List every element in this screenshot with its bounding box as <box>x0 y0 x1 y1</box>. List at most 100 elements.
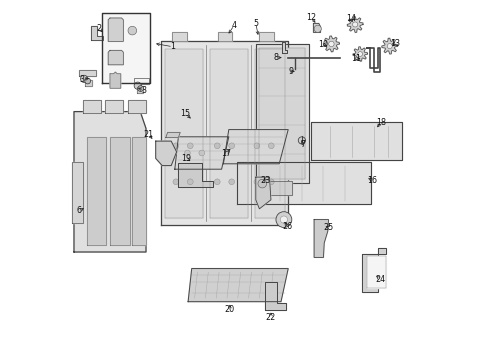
Polygon shape <box>368 256 386 288</box>
Polygon shape <box>314 23 320 32</box>
Polygon shape <box>282 42 288 53</box>
Polygon shape <box>353 47 368 61</box>
Circle shape <box>128 26 137 35</box>
Polygon shape <box>108 50 123 65</box>
Text: 17: 17 <box>221 149 231 158</box>
Polygon shape <box>87 137 106 245</box>
Circle shape <box>199 150 205 156</box>
Polygon shape <box>134 78 149 84</box>
Text: 12: 12 <box>307 13 317 22</box>
Polygon shape <box>347 17 363 32</box>
Polygon shape <box>83 100 101 113</box>
Text: 7: 7 <box>300 140 305 149</box>
Circle shape <box>229 179 235 185</box>
Polygon shape <box>165 49 203 218</box>
Polygon shape <box>156 141 176 166</box>
Polygon shape <box>323 36 339 52</box>
Polygon shape <box>255 49 285 218</box>
Polygon shape <box>74 112 146 252</box>
Circle shape <box>387 44 392 49</box>
Polygon shape <box>259 32 274 41</box>
Circle shape <box>138 86 144 91</box>
Polygon shape <box>72 162 83 223</box>
Polygon shape <box>263 181 292 195</box>
Polygon shape <box>127 100 146 113</box>
Text: 10: 10 <box>318 40 328 49</box>
Text: 19: 19 <box>181 154 192 163</box>
Polygon shape <box>210 49 248 218</box>
Text: 1: 1 <box>171 42 175 51</box>
Circle shape <box>185 150 190 156</box>
Polygon shape <box>265 282 286 310</box>
Polygon shape <box>110 72 121 88</box>
Polygon shape <box>105 100 123 113</box>
Polygon shape <box>162 41 288 225</box>
Circle shape <box>187 143 193 149</box>
Text: 14: 14 <box>346 14 356 23</box>
Circle shape <box>353 22 358 27</box>
Circle shape <box>298 137 305 144</box>
Polygon shape <box>172 32 187 41</box>
Polygon shape <box>256 44 309 183</box>
Circle shape <box>85 78 91 84</box>
Text: 16: 16 <box>367 176 377 185</box>
Circle shape <box>276 212 292 228</box>
Text: 3: 3 <box>80 75 85 84</box>
Text: 4: 4 <box>232 21 237 30</box>
Polygon shape <box>79 70 96 76</box>
Polygon shape <box>91 26 103 40</box>
Polygon shape <box>314 220 328 257</box>
Text: 23: 23 <box>261 176 271 185</box>
Polygon shape <box>188 269 288 302</box>
Circle shape <box>269 179 274 185</box>
Circle shape <box>358 52 363 57</box>
Text: 18: 18 <box>376 118 386 127</box>
Text: 3: 3 <box>142 86 147 95</box>
Text: 21: 21 <box>144 130 153 139</box>
Polygon shape <box>382 38 398 54</box>
Circle shape <box>80 75 88 82</box>
Circle shape <box>254 143 260 149</box>
Text: 24: 24 <box>375 275 385 284</box>
Polygon shape <box>259 48 305 179</box>
Polygon shape <box>132 137 146 245</box>
Text: 6: 6 <box>77 206 82 215</box>
Circle shape <box>187 179 193 185</box>
Circle shape <box>258 179 267 188</box>
Circle shape <box>329 41 334 47</box>
Polygon shape <box>110 137 130 245</box>
Text: 11: 11 <box>352 54 362 63</box>
Circle shape <box>173 179 179 185</box>
Text: 22: 22 <box>266 313 276 322</box>
Text: 26: 26 <box>282 222 293 231</box>
Circle shape <box>215 179 220 185</box>
Polygon shape <box>175 137 229 169</box>
Polygon shape <box>311 122 402 160</box>
Text: 9: 9 <box>289 67 294 76</box>
Circle shape <box>280 216 288 223</box>
Polygon shape <box>218 32 232 41</box>
Text: 8: 8 <box>274 53 279 62</box>
Polygon shape <box>362 248 386 292</box>
Text: 5: 5 <box>253 19 258 28</box>
Circle shape <box>173 143 179 149</box>
Circle shape <box>269 143 274 149</box>
Polygon shape <box>108 18 123 41</box>
Text: 20: 20 <box>225 305 235 314</box>
Polygon shape <box>85 80 92 86</box>
Polygon shape <box>178 163 213 187</box>
Polygon shape <box>223 130 288 164</box>
Circle shape <box>229 143 235 149</box>
Circle shape <box>254 179 260 185</box>
Polygon shape <box>137 87 144 93</box>
Text: 2: 2 <box>97 24 102 33</box>
Polygon shape <box>237 162 371 204</box>
Polygon shape <box>102 13 150 83</box>
Text: 15: 15 <box>180 109 191 118</box>
Text: 25: 25 <box>323 223 334 232</box>
Circle shape <box>134 82 141 89</box>
Circle shape <box>215 143 220 149</box>
Text: 13: 13 <box>391 39 400 48</box>
Polygon shape <box>166 132 180 138</box>
Circle shape <box>314 25 321 32</box>
